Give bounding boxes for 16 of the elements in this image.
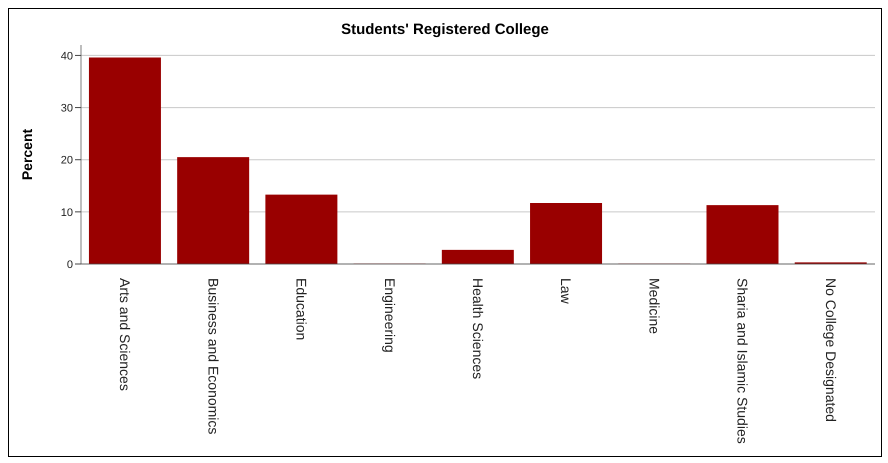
x-tick-label: Engineering (382, 278, 398, 353)
y-tick-label: 30 (60, 102, 73, 114)
y-tick-label: 10 (60, 206, 73, 219)
y-tick-label: 20 (60, 154, 73, 167)
x-tick-label: No College Designated (822, 278, 839, 422)
x-tick-label: Sharia and Islamic Studies (734, 278, 751, 444)
chart-title: Students' Registered College (340, 21, 550, 38)
x-tick-label: Law (558, 278, 574, 305)
x-tick-label: Medicine (646, 278, 662, 334)
y-axis-title: Percent (18, 128, 35, 180)
x-tick-label: Arts and Sciences (117, 278, 134, 391)
x-tick-label: Education (294, 278, 310, 340)
x-tick-label: Health Sciences (470, 278, 486, 380)
y-tick-label: 0 (66, 258, 73, 271)
y-tick-label: 40 (60, 50, 73, 62)
x-tick-label: Business and Economics (205, 278, 222, 434)
